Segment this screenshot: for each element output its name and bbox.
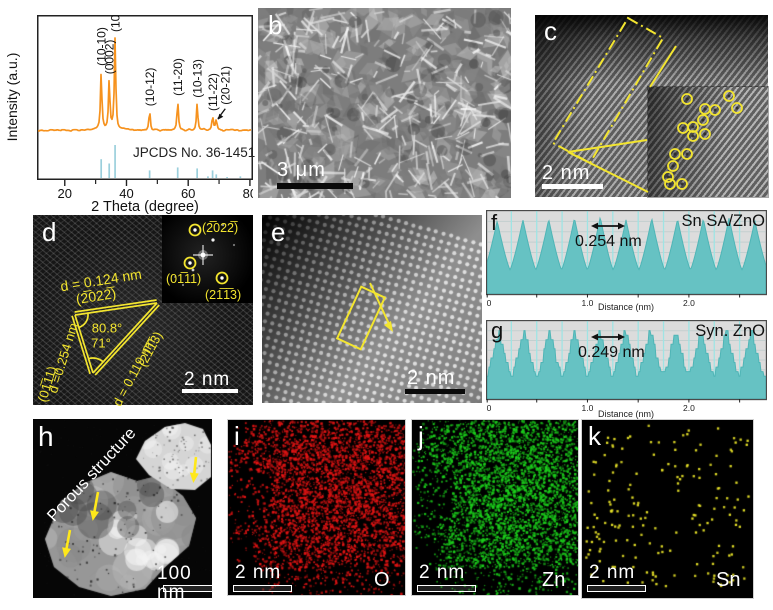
scale-bar-label-e: 2 nm <box>407 367 456 389</box>
element-label-sn: Sn <box>716 569 741 591</box>
fft-spot-label-2: (01̅11) <box>166 272 202 286</box>
d-spacing-right-label: d = 0.119 nm <box>109 335 159 409</box>
panel-d-hrtem-dspacing: d d = 0.124 nm (2̅022̅) 80.8° 71° d =0.2… <box>33 215 253 409</box>
fft-spot-label-3: (21̅1̅3) <box>205 288 242 302</box>
scale-bar-i <box>233 585 292 592</box>
panel-b-sem: b 3 μm <box>258 8 511 198</box>
scale-bar-label-c: 2 nm <box>542 162 591 184</box>
angle-outer-label: 80.8° <box>91 320 123 336</box>
panel-j-eds-zinc: j 2 nm Zn <box>411 419 579 596</box>
panel-f-profile: 0 1.0 2.0 f 0.254 nm Sn SA/ZnO Distance (n… <box>486 209 768 312</box>
scale-bar-e <box>405 389 465 394</box>
svg-text:80: 80 <box>243 186 253 201</box>
panel-c-hrtem: c 2 nm <box>535 15 768 197</box>
svg-text:(10-10): (10-10) <box>95 27 109 66</box>
scale-bar-j <box>417 585 476 592</box>
eds-map-o <box>228 420 405 595</box>
panel-letter-c: c <box>544 16 557 46</box>
xrd-plot: (10-10)(0002) (10-11) (10-12) (11-20) (10-13… <box>37 15 253 201</box>
panel-letter-i: i <box>234 421 240 451</box>
panel-letter-k: k <box>588 421 601 451</box>
scale-bar-label-i: 2 nm <box>235 562 282 583</box>
svg-text:1.0: 1.0 <box>582 403 594 413</box>
panel-letter-h: h <box>38 421 54 452</box>
panel-h-stem: h Porous structure 100 nm <box>33 419 220 602</box>
svg-text:(10-12): (10-12) <box>143 68 157 107</box>
svg-text:0: 0 <box>487 403 492 413</box>
x-axis-label-g: Distance (nm) <box>597 409 655 419</box>
scale-bar-label-k: 2 nm <box>589 562 636 583</box>
svg-text:(11-20): (11-20) <box>171 58 185 96</box>
fft-spot-label-1: (2̅022̅) <box>202 221 239 235</box>
panel-letter-j: j <box>418 421 424 451</box>
sample-label-g: Syn. ZnO <box>695 322 765 340</box>
panel-e-atomic-lattice: e 2 nm <box>262 215 482 403</box>
scale-bar-c <box>542 184 603 189</box>
svg-text:(10-13): (10-13) <box>191 59 205 98</box>
svg-text:20: 20 <box>58 186 72 201</box>
svg-text:60: 60 <box>181 186 195 201</box>
panel-i-eds-oxygen: i 2 nm O <box>227 419 406 596</box>
scale-bar-b <box>277 183 353 189</box>
svg-text:2.0: 2.0 <box>683 403 695 413</box>
panel-letter-f: f <box>491 210 498 235</box>
panel-letter-g: g <box>491 318 504 343</box>
profile-chart-f: 0 1.0 2.0 <box>486 210 767 308</box>
fft-inset: (2̅022̅) (01̅11) (21̅1̅3) <box>162 215 253 303</box>
stem-image <box>33 419 212 598</box>
panel-letter-b: b <box>268 10 283 40</box>
sem-image <box>258 8 511 198</box>
panel-letter-e: e <box>271 217 286 247</box>
svg-text:1.0: 1.0 <box>582 298 594 308</box>
spacing-arrow-g <box>591 333 625 341</box>
svg-text:(0002): (0002) <box>103 40 117 75</box>
eds-map-sn <box>582 420 753 598</box>
x-axis-label-f: Distance (nm) <box>597 302 655 312</box>
panel-a-xrd: a Intensity (a.u.) (10-10)(0002)(10-11)(… <box>0 0 256 216</box>
sample-label-f: Sn SA/ZnO <box>681 212 765 230</box>
scale-bar-label-h: 100 nm <box>157 563 192 603</box>
scale-bar-d <box>182 389 238 393</box>
atom-magnified-inset <box>648 87 768 197</box>
scale-bar-label-j: 2 nm <box>419 562 466 583</box>
element-label-zn: Zn <box>542 569 566 591</box>
xrd-y-axis-label: Intensity (a.u.) <box>4 52 20 142</box>
panel-letter-d: d <box>42 217 57 247</box>
element-label-o: O <box>374 569 390 591</box>
panel-k-eds-tin: k 2 nm Sn <box>581 419 754 599</box>
svg-text:(20-21): (20-21) <box>218 66 232 105</box>
xrd-x-axis-label: 2 Theta (degree) <box>91 199 199 215</box>
fft-spots <box>174 223 236 287</box>
svg-text:2.0: 2.0 <box>683 298 695 308</box>
scale-bar-label-d: 2 nm <box>184 369 231 390</box>
svg-text:(10-11): (10-11) <box>109 15 123 32</box>
spacing-value-g: 0.249 nm <box>578 344 645 361</box>
svg-text:(11-22): (11-22) <box>206 73 220 111</box>
spacing-value-f: 0.254 nm <box>575 233 642 250</box>
spacing-arrow-f <box>591 222 625 230</box>
scale-bar-k <box>587 585 646 592</box>
scale-bar-h <box>163 585 220 592</box>
panel-g-profile: 0 1.0 2.0 g 0.249 nm Syn. ZnO Distance (nm… <box>486 318 768 419</box>
svg-text:0: 0 <box>487 298 492 308</box>
svg-text:40: 40 <box>119 186 133 201</box>
xrd-reference-card-label: JPCDS No. 36-1451 <box>133 145 256 160</box>
profile-chart-g: 0 1.0 2.0 <box>486 320 767 413</box>
scale-bar-label-b: 3 μm <box>277 159 326 181</box>
eds-map-zn <box>412 420 578 595</box>
angle-inner-label: 71° <box>91 335 111 351</box>
